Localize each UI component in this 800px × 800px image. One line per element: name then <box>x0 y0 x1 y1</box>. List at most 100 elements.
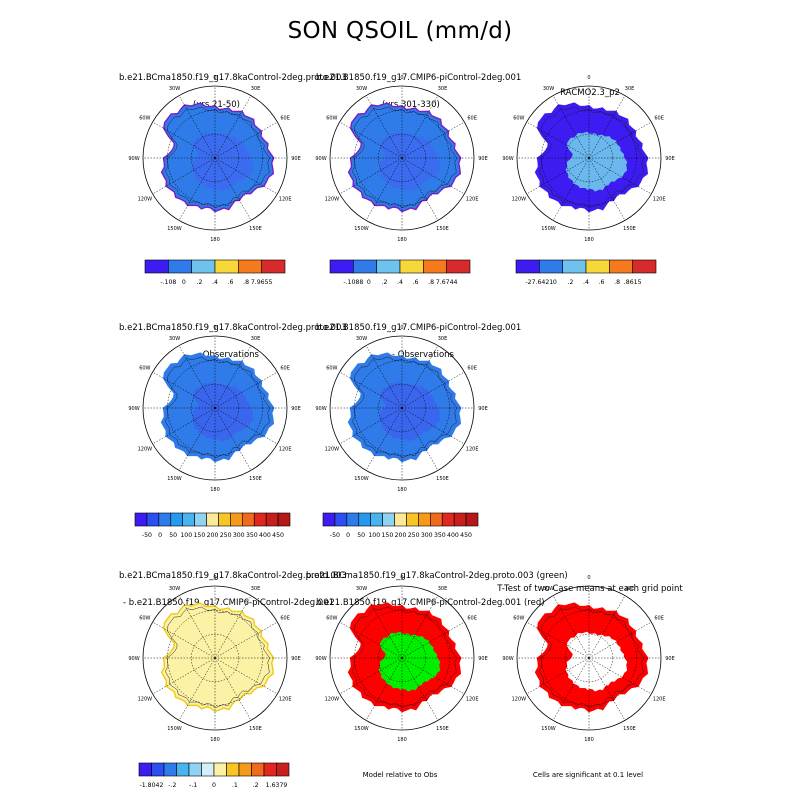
meridian-line <box>214 621 278 659</box>
longitude-label: 60E <box>467 616 477 622</box>
longitude-label: 180 <box>210 737 220 743</box>
colorbar-box <box>277 512 291 527</box>
longitude-label: 150W <box>167 726 182 732</box>
colorbar-tick-label: 0 <box>158 532 162 539</box>
longitude-label: 180 <box>397 737 407 743</box>
map-boundary <box>329 85 475 231</box>
longitude-label: 30E <box>625 86 635 92</box>
meridian-line <box>526 621 590 659</box>
longitude-label: 120W <box>512 197 527 203</box>
colorbar-box <box>251 762 265 777</box>
colorbar-tick-label: 7.6744 <box>436 279 458 286</box>
longitude-label: 150W <box>541 226 556 232</box>
longitude-label: 90W <box>128 656 139 662</box>
interior-fill <box>191 381 254 442</box>
longitude-label: 120W <box>138 197 153 203</box>
colorbar-2: -.1088 0 .2 .4 .6 .8 7.6744 <box>329 259 471 286</box>
panel-7-title-line2: b.e21.B1850.f19_g17.CMIP6-piControl-2deg… <box>316 598 545 608</box>
colorbar-box <box>151 762 165 777</box>
colorbar-box <box>382 512 395 527</box>
longitude-label: 120W <box>138 447 153 453</box>
map-boundary <box>329 585 475 731</box>
panel-3-title-line1: RACMO2.3_p2 <box>560 88 620 98</box>
longitude-label: 60E <box>280 366 290 372</box>
parallel-line <box>377 133 427 183</box>
colorbar-box <box>261 259 286 274</box>
colorbar-box <box>214 259 239 274</box>
colorbar-tick-label: 450 <box>460 532 472 539</box>
longitude-label: 60E <box>280 116 290 122</box>
meridian-line <box>552 657 590 721</box>
colorbar-box <box>158 512 172 527</box>
parallel-line <box>377 383 427 433</box>
colorbar-tick-label: .8 <box>243 279 249 286</box>
colorbar-tick-label: .4 <box>212 279 218 286</box>
colorbar-tick-label: -.1088 <box>343 279 363 286</box>
colorbar-box <box>238 259 262 274</box>
colorbar-tick-label: -.1 <box>189 782 197 789</box>
longitude-label: 90E <box>665 156 675 162</box>
longitude-label: 60W <box>139 116 150 122</box>
longitude-label: 90E <box>291 406 301 412</box>
longitude-label: 120E <box>466 447 479 453</box>
longitude-label: 0 <box>400 575 403 581</box>
longitude-label: 90E <box>291 656 301 662</box>
longitude-label: 120E <box>466 197 479 203</box>
longitude-label: 150W <box>354 226 369 232</box>
parallel-line <box>354 360 450 456</box>
colorbar-box <box>263 762 277 777</box>
longitude-label: 60E <box>280 616 290 622</box>
map-boundary <box>329 335 475 481</box>
longitude-label: 120E <box>279 697 292 703</box>
colorbar-box <box>358 512 371 527</box>
longitude-label: 120E <box>279 447 292 453</box>
longitude-label: 30E <box>251 86 261 92</box>
colorbar-5: -50 0 50 100 150 200 250 300 350 400 450 <box>322 512 479 539</box>
map-panel-6: 0 30E 60E 90E 120E 150E 180 150W 120W 90W 60W 30W <box>128 575 301 743</box>
meridian-line <box>588 595 626 659</box>
colorbar-box <box>632 259 657 274</box>
interior-fill <box>565 631 628 692</box>
colorbar-tick-label: .8 <box>428 279 434 286</box>
longitude-label: 180 <box>210 237 220 243</box>
panel-5-title-line2: - Observations <box>392 350 454 360</box>
longitude-label: 120W <box>138 697 153 703</box>
colorbar-box <box>265 512 279 527</box>
parallel-line <box>541 610 637 706</box>
significance-note: Cells are significant at 0.1 level <box>532 771 644 779</box>
panel-6-title-line1: b.e21.BCma1850.f19_g17.8kaControl-2deg.p… <box>119 571 347 581</box>
colorbar-tick-label: .6 <box>599 279 605 286</box>
longitude-label: 0 <box>587 75 590 81</box>
longitude-label: 60E <box>654 616 664 622</box>
colorbar-tick-label: 50 <box>357 532 365 539</box>
meridian-line <box>214 407 252 471</box>
map-panel-5: 0 30E 60E 90E 120E 150E 180 150W 120W 90W 60W 30W <box>315 325 487 493</box>
longitude-label: 90W <box>315 406 326 412</box>
colorbar-box <box>201 762 215 777</box>
longitude-label: 150W <box>354 476 369 482</box>
meridian-line <box>552 595 590 659</box>
continent-fill <box>160 602 275 713</box>
model-relative-note: Model relative to Obs <box>362 771 438 779</box>
panel-4-title-line1: b.e21.BCma1850.f19_g17.8kaControl-2deg.p… <box>119 323 347 333</box>
meridian-line <box>401 407 465 445</box>
longitude-label: 60W <box>326 616 337 622</box>
colorbar-box <box>346 512 360 527</box>
colorbar-3: -27.6421 0 .2 .4 .6 .8 .8615 <box>515 259 657 286</box>
meridian-line <box>526 657 590 695</box>
colorbar-tick-label: 400 <box>447 532 459 539</box>
meridian-line <box>588 157 652 195</box>
colorbar-box <box>163 762 177 777</box>
longitude-label: 120W <box>325 447 340 453</box>
colorbar-box <box>170 512 183 527</box>
longitude-label: 90W <box>502 156 513 162</box>
meridian-line <box>214 657 278 695</box>
meridian-line <box>401 407 439 471</box>
colorbar-box <box>230 512 243 527</box>
colorbar-box <box>206 512 219 527</box>
longitude-label: 90W <box>315 156 326 162</box>
longitude-label: 30W <box>169 336 180 342</box>
colorbar-tick-label: 350 <box>434 532 446 539</box>
parallel-line <box>354 110 450 206</box>
longitude-label: 180 <box>584 237 594 243</box>
